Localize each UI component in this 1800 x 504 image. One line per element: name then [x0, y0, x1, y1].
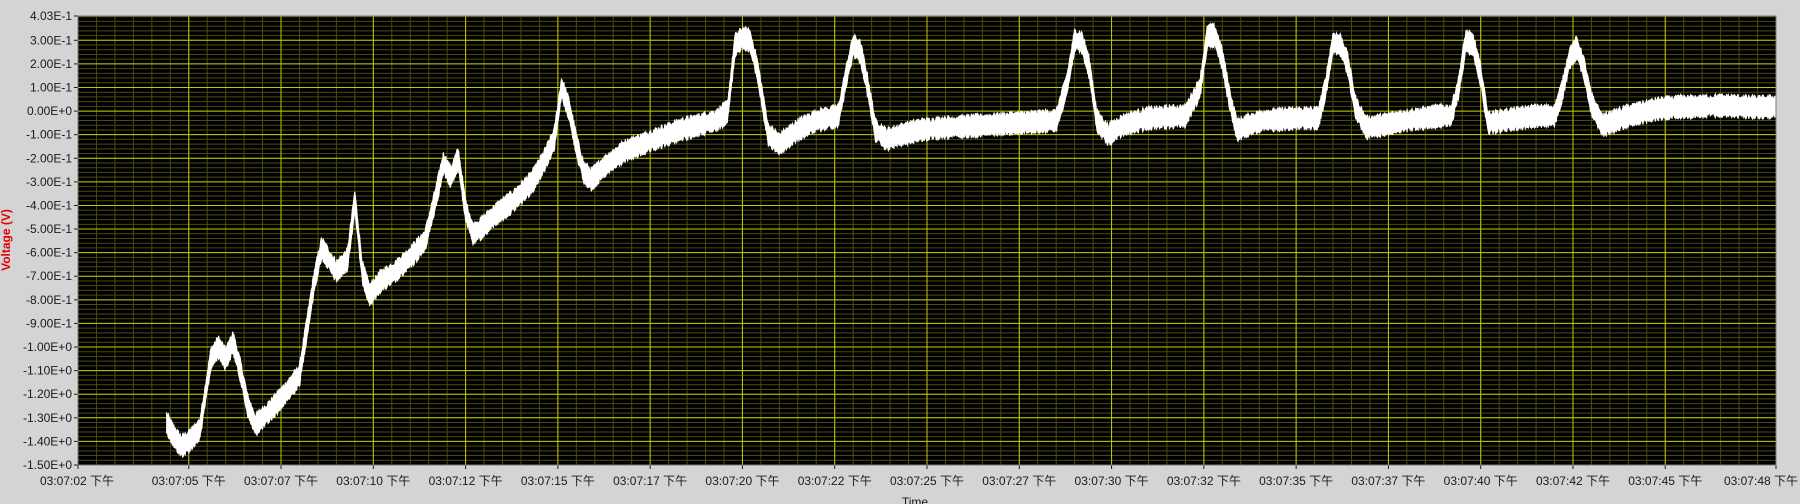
x-tick-label: 03:07:15 下午: [521, 474, 595, 488]
x-tick-label: 03:07:12 下午: [429, 474, 503, 488]
y-tick-label: -2.00E-1: [26, 151, 72, 165]
x-tick-label: 03:07:10 下午: [336, 474, 410, 488]
y-tick-label: -1.30E+0: [23, 411, 72, 425]
y-tick-label: -1.00E-1: [26, 128, 72, 142]
y-tick-label: 4.03E-1: [30, 9, 72, 23]
x-tick-label: 03:07:27 下午: [982, 474, 1056, 488]
y-tick-label: -1.00E+0: [23, 340, 72, 354]
y-tick-label: -1.10E+0: [23, 364, 72, 378]
x-tick-label: 03:07:17 下午: [613, 474, 687, 488]
x-axis-title: Time: [902, 495, 929, 504]
y-tick-label: -6.00E-1: [26, 246, 72, 260]
x-tick-label: 03:07:48 下午: [1724, 474, 1798, 488]
x-axis-tick-labels: 03:07:02 下午 03:07:05 下午 03:07:07 下午 03:07:1…: [40, 465, 1798, 488]
x-tick-label: 03:07:32 下午: [1167, 474, 1241, 488]
y-tick-label: -9.00E-1: [26, 316, 72, 330]
x-tick-label: 03:07:05 下午: [152, 474, 226, 488]
y-tick-label: 3.00E-1: [30, 33, 72, 47]
y-tick-label: -1.50E+0: [23, 458, 72, 472]
x-tick-label: 03:07:30 下午: [1075, 474, 1149, 488]
x-tick-label: 03:07:37 下午: [1351, 474, 1425, 488]
y-axis-tick-labels: 4.03E-1 3.00E-1 2.00E-1 1.00E-1 0.00E+0 -1.00…: [23, 9, 78, 472]
y-tick-label: -7.00E-1: [26, 269, 72, 283]
x-tick-label: 03:07:40 下午: [1444, 474, 1518, 488]
y-tick-label: 1.00E-1: [30, 80, 72, 94]
y-tick-label: -3.00E-1: [26, 175, 72, 189]
x-tick-label: 03:07:07 下午: [244, 474, 318, 488]
x-tick-label: 03:07:42 下午: [1536, 474, 1610, 488]
y-tick-label: -5.00E-1: [26, 222, 72, 236]
x-tick-label: 03:07:35 下午: [1259, 474, 1333, 488]
x-tick-label: 03:07:22 下午: [798, 474, 872, 488]
y-tick-label: -1.20E+0: [23, 387, 72, 401]
y-tick-label: -8.00E-1: [26, 293, 72, 307]
x-tick-label: 03:07:02 下午: [40, 474, 114, 488]
x-tick-label: 03:07:25 下午: [890, 474, 964, 488]
y-axis-title: Voltage (V): [0, 209, 13, 271]
y-tick-label: 0.00E+0: [27, 104, 72, 118]
x-tick-label: 03:07:45 下午: [1628, 474, 1702, 488]
y-tick-label: -4.00E-1: [26, 198, 72, 212]
y-tick-label: -1.40E+0: [23, 434, 72, 448]
plot-frame: [77, 15, 1777, 466]
x-tick-label: 03:07:20 下午: [705, 474, 779, 488]
y-tick-label: 2.00E-1: [30, 57, 72, 71]
